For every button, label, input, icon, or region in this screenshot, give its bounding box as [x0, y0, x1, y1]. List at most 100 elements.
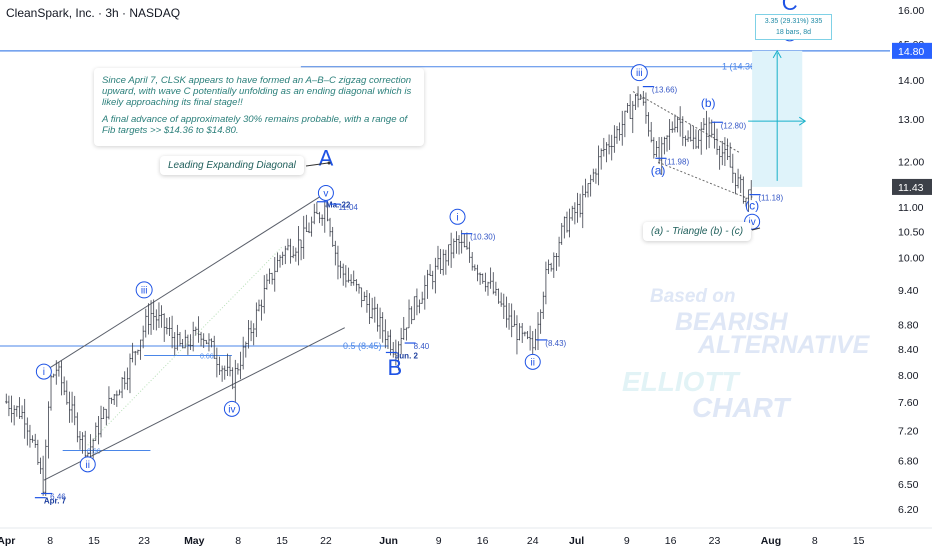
x-tick-label: 15 — [853, 535, 865, 547]
x-tick-label: May — [184, 535, 205, 547]
last-price-label: 11.43 — [898, 182, 924, 194]
wave-label-i: i — [43, 367, 45, 378]
watermark-line-5: CHART — [692, 392, 790, 423]
price-annotation: (11.18) — [758, 194, 783, 203]
y-tick-label: 8.00 — [898, 370, 919, 382]
wave-label-ii: ii — [531, 357, 535, 368]
y-tick-label: 10.50 — [898, 227, 924, 239]
wave-label-(c): (c) — [745, 199, 759, 213]
wave-label-(a): (a) — [651, 164, 666, 178]
wave-label-circle — [524, 353, 541, 370]
diagonal-callout: Leading Expanding Diagonal — [160, 156, 304, 175]
y-tick-label: 9.40 — [898, 285, 919, 297]
x-tick-label: Aug — [761, 535, 781, 547]
price-annotation: (12.80) — [721, 121, 747, 130]
y-tick-label: 16.00 — [898, 5, 924, 17]
x-tick-label: Apr — [0, 535, 15, 547]
y-tick-label: 6.50 — [898, 479, 919, 491]
watermark-line-2: BEARISH — [675, 308, 788, 336]
x-tick-label: 9 — [436, 535, 442, 547]
x-tick-label: 15 — [88, 535, 100, 547]
x-tick-label: 15 — [276, 535, 288, 547]
x-tick-label: 16 — [477, 535, 489, 547]
x-tick-label: 23 — [709, 535, 721, 547]
y-tick-label: 7.60 — [898, 397, 919, 409]
price-annotation: 8.40 — [414, 342, 430, 351]
price-annotation: (13.66) — [652, 86, 678, 95]
price-annotation: Ma. 22 — [326, 201, 351, 210]
y-tick-label: 14.00 — [898, 75, 924, 87]
y-tick-label: 6.80 — [898, 455, 919, 467]
x-tick-label: Jul — [569, 535, 584, 547]
wave-label-circle — [317, 184, 334, 201]
price-annotation: Apr. 7 — [44, 497, 67, 506]
last-price-badge — [892, 178, 932, 195]
x-tick-label: 23 — [138, 535, 150, 547]
callout-connector-dot — [327, 161, 331, 165]
wave-label-circle — [35, 363, 52, 380]
wave-label-circle — [223, 400, 240, 417]
wave-label-iv: iv — [748, 217, 755, 228]
x-tick-label: 16 — [665, 535, 677, 547]
wave-label-iv: iv — [228, 404, 235, 415]
x-tick-label: 9 — [624, 535, 630, 547]
chart-title: CleanSpark, Inc. · 3h · NASDAQ — [6, 6, 181, 20]
measure-box: 3.35 (29.31%) 335 18 bars, 8d — [755, 14, 832, 40]
x-tick-label: 8 — [235, 535, 241, 547]
fib-level-label: 0.66 — [200, 353, 214, 360]
projection-arrowhead — [798, 116, 807, 126]
watermark-line-3: ALTERNATIVE — [698, 331, 870, 359]
price-annotation: Jun. 2 — [395, 351, 419, 360]
fib-level-label: 0.5 (8.45) — [343, 341, 382, 351]
note-paragraph-2: A final advance of approximately 30% rem… — [102, 114, 408, 136]
y-tick-label: 10.00 — [898, 252, 924, 264]
x-tick-label: 8 — [47, 535, 53, 547]
wave-label-circle — [630, 64, 648, 82]
y-tick-label: 7.20 — [898, 425, 919, 437]
analysis-note: Since April 7, CLSK appears to have form… — [94, 68, 424, 146]
watermark-line-4: ELLIOTT — [622, 366, 739, 397]
x-tick-label: 24 — [527, 535, 539, 547]
fib-level-label: 0.66 — [87, 448, 101, 455]
wave-label-circle — [79, 456, 96, 473]
price-annotation: (11.98) — [664, 157, 689, 166]
price-annotation: 6.46 — [50, 493, 66, 502]
projection-arrowhead — [772, 49, 782, 59]
y-tick-label: 11.00 — [898, 202, 924, 214]
measure-line-1: 3.35 (29.31%) 335 — [764, 18, 823, 25]
wave-label-(b): (b) — [701, 96, 716, 110]
note-paragraph-1: Since April 7, CLSK appears to have form… — [102, 75, 412, 108]
callout-connector — [305, 162, 329, 167]
y-tick-label: 13.00 — [898, 114, 924, 126]
wave-label-ii: ii — [86, 460, 90, 471]
price-annotation: (10.30) — [470, 233, 496, 242]
wave-label-v: v — [323, 188, 328, 199]
fib-level-label: 1 (14.36) — [722, 62, 758, 72]
x-tick-label: 22 — [320, 535, 332, 547]
y-tick-label: 8.40 — [898, 344, 919, 356]
y-tick-label: 8.80 — [898, 320, 919, 332]
channel-upper-line — [43, 192, 327, 372]
wave-label-A: A — [319, 146, 334, 171]
x-tick-label: 8 — [812, 535, 818, 547]
y-tick-label: 6.20 — [898, 504, 919, 516]
wave-label-circle — [135, 281, 153, 299]
callout-connector — [751, 227, 761, 231]
target-price-label: 14.80 — [898, 46, 924, 58]
measure-line-2: 18 bars, 8d — [775, 29, 812, 36]
x-tick-label: Jun — [379, 535, 398, 547]
triangle-callout: (a) - Triangle (b) - (c) — [643, 222, 752, 241]
target-price-badge — [892, 42, 932, 59]
wave-label-B: B — [388, 355, 403, 380]
y-tick-label: 12.00 — [898, 156, 924, 168]
price-bars — [5, 86, 753, 496]
wave-label-iii: iii — [141, 285, 148, 296]
price-annotation: 11.04 — [338, 203, 358, 212]
wave-label-i: i — [456, 212, 458, 223]
price-annotation: (8.43) — [545, 339, 566, 348]
wave-label-iii: iii — [636, 68, 643, 79]
wave-label-C: C — [782, 0, 798, 15]
triangle-upper-line — [632, 91, 740, 154]
